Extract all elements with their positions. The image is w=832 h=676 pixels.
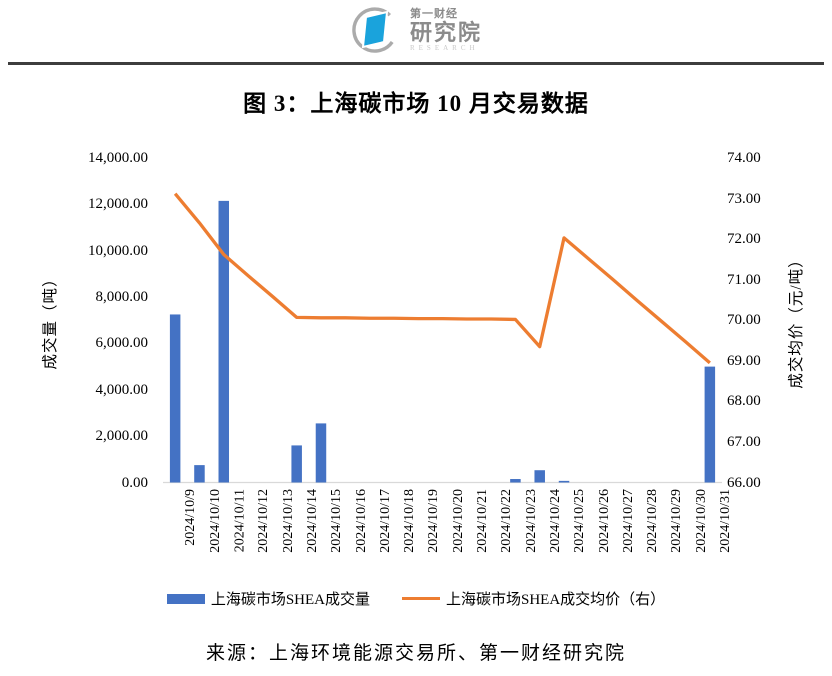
source-text: 来源：上海环境能源交易所、第一财经研究院 <box>205 643 626 664</box>
x-axis-label: 2024/10/15 <box>328 488 344 553</box>
x-axis-label: 2024/10/25 <box>572 488 588 553</box>
y-axis-tick-right: 73.00 <box>727 190 761 207</box>
logo-text: 第一财经 研究院 RESEARCH <box>409 8 482 52</box>
legend-label-volume: 上海碳市场SHEA成交量 <box>210 592 370 608</box>
y-axis-tick-right: 71.00 <box>727 271 761 288</box>
y-axis-tick-left: 0.00 <box>121 474 148 491</box>
y-axis-tick-left: 14,000.00 <box>88 150 148 166</box>
y-axis-tick-right: 66.00 <box>727 474 761 491</box>
y-axis-tick-left: 2,000.00 <box>95 428 149 445</box>
y-axis-tick-right: 67.00 <box>727 433 761 450</box>
y-axis-tick-left: 8,000.00 <box>95 289 149 306</box>
x-axis-label: 2024/10/27 <box>620 488 636 553</box>
legend-item-volume: 上海碳市场SHEA成交量 <box>166 588 370 609</box>
brand-main-text: 研究院 <box>409 19 482 45</box>
y-axis-tick-right: 69.00 <box>727 352 761 369</box>
x-axis-label: 2024/10/20 <box>450 488 466 553</box>
y-axis-tick-right: 72.00 <box>727 231 761 248</box>
x-axis-label: 2024/10/17 <box>377 488 393 553</box>
y-axis-title-right: 成交均价（元/吨） <box>788 251 805 389</box>
volume-bar <box>510 479 521 483</box>
volume-bar <box>534 470 545 483</box>
x-axis-label: 2024/10/11 <box>231 488 247 552</box>
x-axis-label: 2024/10/12 <box>256 488 272 553</box>
x-axis-label: 2024/10/10 <box>207 488 223 553</box>
header: 第一财经 研究院 RESEARCH <box>0 4 832 57</box>
x-axis-label: 2024/10/13 <box>280 488 296 553</box>
legend-label-price: 上海碳市场SHEA成交均价（右） <box>446 592 666 608</box>
volume-bar <box>169 314 181 483</box>
brand-sub-text: RESEARCH <box>409 43 479 52</box>
volume-bar <box>194 465 205 483</box>
price-line <box>173 192 711 365</box>
volume-bar <box>704 366 716 483</box>
plot-svg <box>163 192 722 484</box>
x-axis-label: 2024/10/19 <box>426 488 442 553</box>
volume-bar <box>291 445 302 483</box>
y-axis-tick-left: 12,000.00 <box>88 196 148 213</box>
x-axis-label: 2024/10/22 <box>499 488 515 553</box>
volume-bar <box>558 480 570 483</box>
line-swatch-icon <box>402 596 440 601</box>
bar-swatch-icon <box>166 593 205 604</box>
y-axis-tick-right: 74.00 <box>727 150 761 166</box>
x-axis-label: 2024/10/14 <box>304 488 320 553</box>
x-axis-label: 2024/10/31 <box>717 488 733 553</box>
x-axis-label: 2024/10/29 <box>669 488 685 553</box>
y-axis-tick-left: 10,000.00 <box>88 242 148 259</box>
x-axis-label: 2024/10/9 <box>183 488 199 546</box>
x-axis-label: 2024/10/16 <box>353 488 369 553</box>
yicai-logo-icon <box>352 7 394 53</box>
x-axis-label: 2024/10/23 <box>523 488 539 553</box>
x-axis-label: 2024/10/28 <box>644 488 660 553</box>
x-axis-label: 2024/10/18 <box>401 488 417 553</box>
header-logo: 第一财经 研究院 RESEARCH <box>350 4 482 57</box>
x-axis-label: 2024/10/24 <box>547 488 563 553</box>
y-axis-tick-left: 6,000.00 <box>95 335 149 352</box>
y-axis-tick-left: 4,000.00 <box>95 381 149 398</box>
y-axis-tick-right: 70.00 <box>727 312 761 329</box>
volume-bar <box>315 423 327 483</box>
volume-bar <box>218 200 230 483</box>
brand-top-text: 第一财经 <box>409 8 458 20</box>
x-axis-label: 2024/10/26 <box>596 488 612 553</box>
y-axis-title-left: 成交量（吨） <box>42 270 59 370</box>
header-divider <box>8 62 824 65</box>
x-axis-label: 2024/10/30 <box>693 488 709 553</box>
y-axis-tick-right: 68.00 <box>727 393 761 410</box>
legend: 上海碳市场SHEA成交量 上海碳市场SHEA成交均价（右） <box>0 588 832 609</box>
x-axis-label: 2024/10/21 <box>474 488 490 553</box>
legend-item-price: 上海碳市场SHEA成交均价（右） <box>402 588 665 609</box>
chart-title: 图 3：上海碳市场 10 月交易数据 <box>243 91 589 116</box>
chart-area: 14,000.00 12,000.00 10,000.00 8,000.00 6,000… <box>0 140 832 590</box>
